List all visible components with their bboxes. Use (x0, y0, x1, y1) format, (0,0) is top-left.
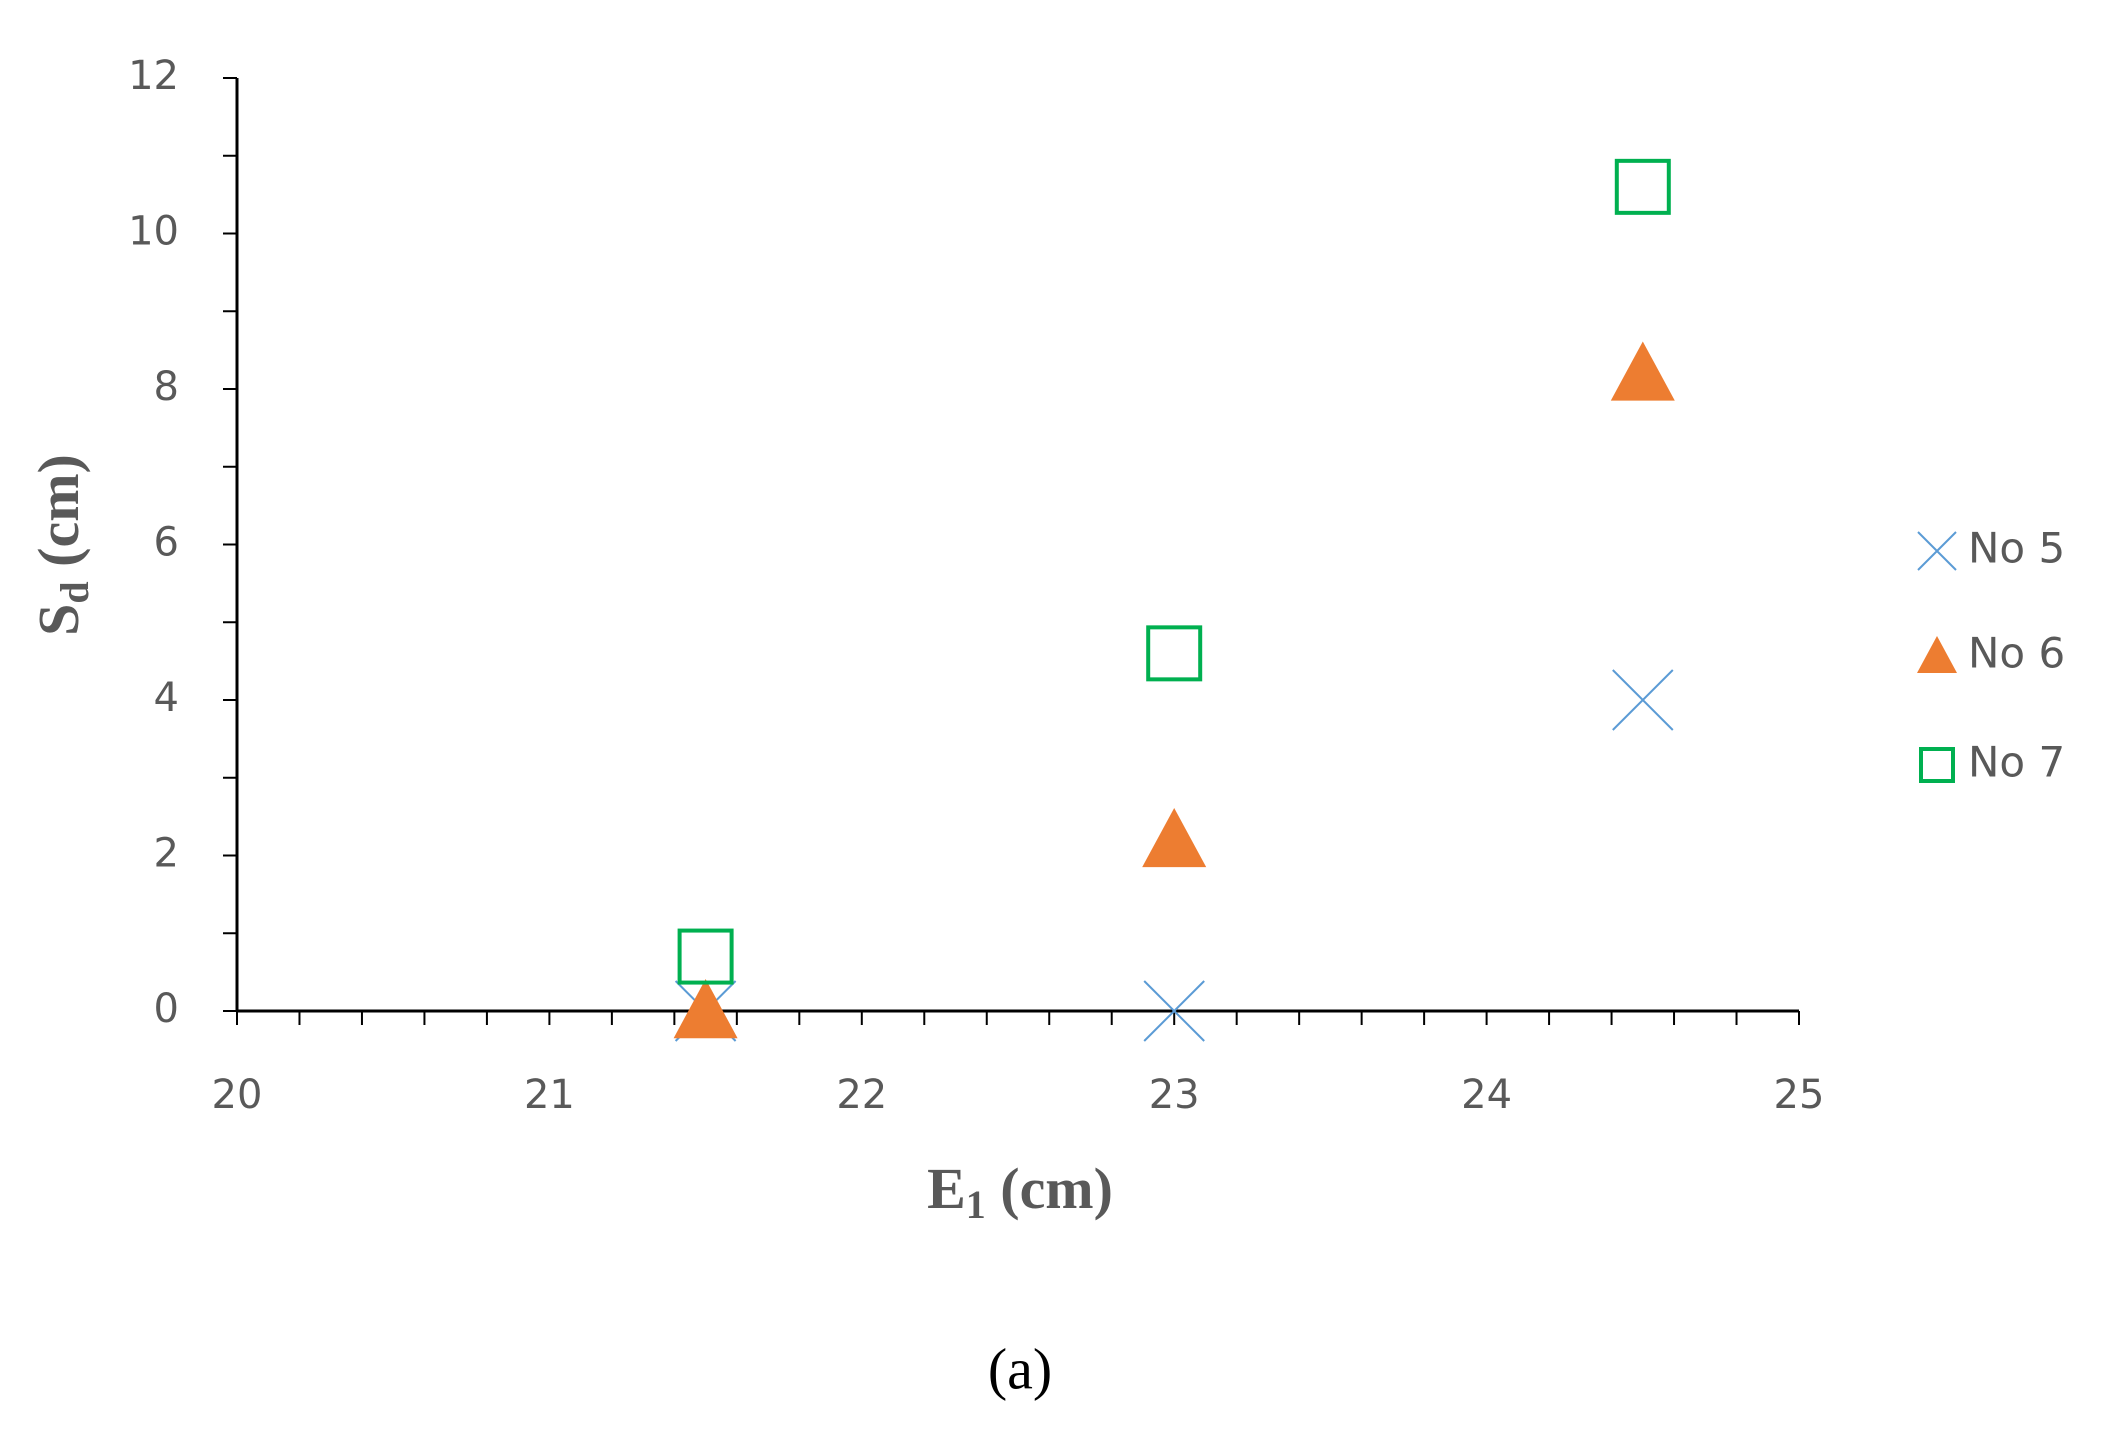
y-axis-title: Sd (cm) (26, 454, 97, 636)
data-point (1610, 341, 1675, 401)
legend-marker (1919, 747, 1955, 783)
y-tick-label: 8 (154, 364, 179, 410)
y-axis-title-main: S (26, 604, 91, 636)
y-tick-label: 12 (128, 53, 179, 99)
legend-label: No 5 (1968, 524, 2065, 573)
y-tick-label: 0 (154, 986, 179, 1032)
legend-marker (1917, 636, 1957, 673)
data-point (673, 979, 738, 1039)
legend-marker (1917, 531, 1957, 571)
legend-label: No 7 (1968, 738, 2065, 787)
y-tick-label: 6 (154, 520, 179, 566)
y-axis-title-sub: d (52, 581, 97, 603)
x-axis-title-unit: (cm) (986, 1156, 1113, 1221)
data-point (1146, 625, 1203, 682)
x-axis-title: E1 (cm) (927, 1156, 1113, 1227)
x-tick-label: 25 (1774, 1072, 1825, 1118)
x-tick-label: 21 (524, 1072, 575, 1118)
caption: (a) (988, 1336, 1052, 1401)
x-tick-label: 23 (1149, 1072, 1200, 1118)
x-axis-title-sub: 1 (966, 1182, 986, 1227)
data-point (677, 928, 734, 985)
legend-label: No 6 (1968, 629, 2065, 678)
y-tick-label: 2 (154, 831, 179, 877)
x-tick-label: 22 (836, 1072, 887, 1118)
y-tick-label: 4 (154, 675, 179, 721)
x-tick-label: 24 (1461, 1072, 1512, 1118)
y-axis-title-unit: (cm) (26, 454, 91, 581)
data-point (1614, 158, 1671, 215)
x-axis-title-main: E (927, 1156, 966, 1221)
x-tick-label: 20 (212, 1072, 263, 1118)
data-point (1142, 807, 1207, 868)
data-point (1143, 980, 1205, 1042)
y-tick-label: 10 (128, 209, 179, 255)
data-point (1612, 669, 1674, 731)
